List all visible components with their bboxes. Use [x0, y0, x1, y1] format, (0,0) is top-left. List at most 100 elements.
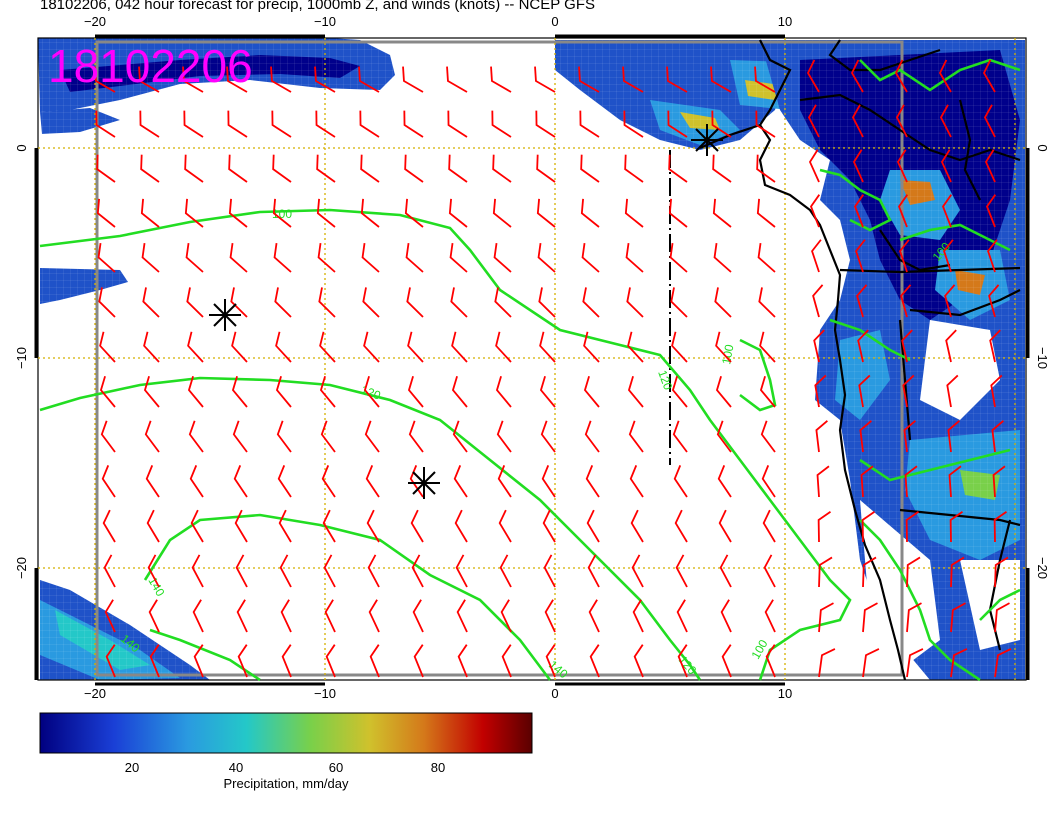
- wind-barb: [279, 554, 292, 588]
- wind-barb: [861, 511, 876, 543]
- wind-barb: [539, 375, 556, 408]
- wind-barb: [756, 198, 776, 228]
- wind-barb: [188, 420, 204, 453]
- wind-barb: [228, 198, 248, 228]
- wind-barb: [542, 509, 556, 543]
- wind-barb: [495, 331, 512, 363]
- wind-barb: [850, 59, 864, 93]
- wind-barb: [493, 242, 512, 273]
- wind-barb: [669, 242, 688, 273]
- wind-barb: [583, 375, 600, 408]
- wind-barb: [277, 465, 292, 498]
- wind-barb: [404, 198, 424, 228]
- wind-barb: [807, 104, 820, 138]
- wind-barb: [677, 644, 688, 678]
- wind-barb: [281, 644, 292, 678]
- wind-barb: [534, 66, 556, 93]
- wind-barb: [812, 284, 824, 318]
- wind-barb: [757, 242, 776, 273]
- wind-barb: [761, 465, 776, 498]
- wind-barb: [324, 599, 336, 633]
- wind-barb: [94, 66, 116, 93]
- top-lon-labels: −20 −10 0 10: [84, 14, 792, 29]
- wind-barb: [319, 331, 336, 363]
- wind-barb: [322, 509, 336, 543]
- wind-barb: [535, 110, 556, 138]
- wind-barb: [413, 644, 424, 678]
- wind-barb: [994, 648, 1012, 678]
- asterisk-marker-3: [691, 124, 723, 156]
- wind-barb: [862, 648, 880, 678]
- wind-barb: [95, 110, 116, 138]
- top-lon-label: 0: [551, 14, 558, 29]
- wind-barb: [99, 331, 116, 363]
- wind-barb: [497, 465, 512, 498]
- wind-barb: [236, 599, 248, 633]
- top-lon-label: 10: [778, 14, 792, 29]
- wind-barb: [674, 509, 688, 543]
- wind-barb: [186, 287, 204, 318]
- wind-barb: [101, 465, 116, 498]
- colorbar-tick: 40: [228, 760, 244, 775]
- wind-barb: [994, 602, 1010, 633]
- wind-barb: [189, 465, 204, 498]
- asterisk-marker-2: [408, 467, 440, 499]
- wind-barb: [902, 374, 915, 408]
- wind-barb: [581, 242, 600, 273]
- wind-barb: [623, 110, 644, 138]
- station-markers: [209, 124, 723, 499]
- wind-barb: [271, 110, 292, 138]
- right-lat-labels: 0 −10 −20: [1035, 144, 1050, 579]
- wind-barb: [141, 242, 160, 273]
- wind-barb: [105, 644, 116, 678]
- wind-barb: [989, 329, 1001, 363]
- wind-barb: [491, 110, 512, 138]
- wind-barb: [983, 104, 996, 138]
- wind-barb: [275, 331, 292, 363]
- wind-barb: [672, 420, 688, 453]
- wind-barb: [759, 375, 776, 408]
- wind-barb: [901, 329, 913, 363]
- wind-barb: [808, 149, 820, 183]
- wind-barb: [713, 242, 732, 273]
- wind-barb: [501, 644, 512, 678]
- right-lat-label: −10: [1035, 347, 1050, 369]
- wind-barb: [149, 644, 160, 678]
- wind-barb: [815, 420, 828, 453]
- wind-barb: [187, 375, 204, 408]
- wind-barb: [402, 66, 424, 93]
- wind-barb: [144, 420, 160, 453]
- wind-barb: [906, 602, 922, 633]
- wind-barb: [316, 198, 336, 228]
- wind-barb: [582, 287, 600, 318]
- wind-barb: [447, 110, 468, 138]
- wind-barb: [903, 420, 916, 453]
- wind-barb: [906, 648, 924, 678]
- wind-barb: [719, 554, 732, 588]
- wind-barb: [270, 66, 292, 93]
- wind-barb: [496, 420, 512, 453]
- wind-barb: [944, 284, 956, 318]
- wind-barb: [904, 465, 918, 498]
- wind-barb: [859, 420, 872, 453]
- wind-barb: [670, 287, 688, 318]
- wind-barb: [145, 465, 160, 498]
- wind-barb: [985, 194, 997, 228]
- wind-barb: [102, 509, 116, 543]
- wind-barb: [184, 154, 204, 183]
- wind-barb: [813, 329, 825, 363]
- wind-barbs: [94, 59, 1012, 678]
- wind-barb: [630, 509, 644, 543]
- wind-barb: [275, 375, 292, 408]
- wind-barb: [586, 509, 600, 543]
- wind-barb: [446, 66, 468, 93]
- wind-barb: [895, 104, 908, 138]
- bottom-lon-label: −20: [84, 686, 106, 701]
- inner-domain-box: [95, 40, 904, 677]
- wind-barb: [182, 66, 204, 93]
- wind-barb: [588, 599, 600, 633]
- asterisk-marker-1: [209, 299, 241, 331]
- wind-barb: [894, 59, 908, 93]
- wind-barb: [862, 556, 877, 588]
- wind-barb: [818, 648, 836, 678]
